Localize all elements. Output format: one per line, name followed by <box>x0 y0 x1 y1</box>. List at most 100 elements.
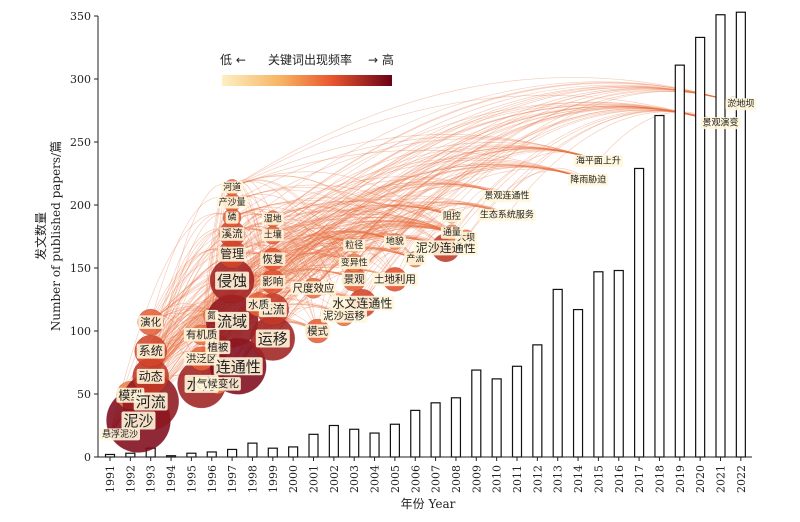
keyword-link <box>353 166 589 264</box>
keyword-label-bg <box>260 275 286 289</box>
keyword-link <box>353 147 599 246</box>
legend-title: 关键词出现频率 <box>268 52 352 67</box>
keyword-link <box>231 164 589 322</box>
x-tick-label: 2015 <box>592 465 605 493</box>
keyword-label: 溪流 <box>222 227 243 240</box>
keyword-label: 产流 <box>406 253 424 265</box>
keyword-label: 水文连通性 <box>332 295 392 310</box>
keyword-label: 降雨胁迫 <box>570 173 606 185</box>
bar-2013 <box>552 288 563 458</box>
keyword-link <box>150 249 273 323</box>
keyword-link <box>150 228 273 352</box>
keyword-link <box>272 162 589 260</box>
keyword-link <box>150 220 467 323</box>
keyword-link <box>353 204 507 280</box>
keyword-link <box>353 219 453 246</box>
keyword-label: 恢复 <box>262 252 283 265</box>
keyword-link <box>353 106 721 246</box>
keyword-label: 尺度效应 <box>293 281 335 294</box>
keyword-link <box>231 217 453 281</box>
y-tick-label: 50 <box>77 388 91 401</box>
keyword-link <box>231 149 589 188</box>
keyword-link <box>150 227 273 323</box>
keyword-label: 景观连通性 <box>484 190 529 202</box>
keyword-link <box>231 193 355 280</box>
keyword-link <box>237 148 599 367</box>
keyword-link <box>506 110 721 197</box>
keyword-label-bg <box>371 272 418 287</box>
bar-2011 <box>511 365 523 458</box>
bar-2008 <box>450 397 462 458</box>
keyword-label-bg <box>218 246 247 262</box>
keyword-link <box>231 202 396 242</box>
bar-2010 <box>491 378 502 458</box>
keyword-label: 泥沙运移 <box>323 309 365 322</box>
keyword-link <box>231 175 396 242</box>
keyword-link <box>217 106 721 348</box>
keyword-label: 通量 <box>443 227 461 238</box>
legend-high-label: → 高 <box>368 52 394 67</box>
x-tick-label: 2019 <box>674 465 687 493</box>
y-tick-label: 100 <box>70 325 91 338</box>
x-tick-label: 2017 <box>633 465 646 493</box>
keyword-label: 植被 <box>207 341 228 354</box>
keyword-label-bg <box>261 212 284 225</box>
bar-1998 <box>247 442 258 458</box>
keyword-link <box>353 108 721 280</box>
keyword-label-bg <box>477 209 536 222</box>
keyword-link <box>231 184 453 234</box>
keyword-link <box>394 185 508 242</box>
keyword-link <box>272 204 453 283</box>
y-tick-label: 200 <box>70 199 91 212</box>
keyword-link <box>231 221 355 264</box>
keyword-label: 影响 <box>262 275 283 288</box>
keyword-label-bg <box>255 329 290 348</box>
keyword-label-bg <box>440 226 463 239</box>
x-tick-label: 2006 <box>409 465 422 493</box>
keyword-link <box>272 233 446 283</box>
keyword-link <box>150 230 446 323</box>
x-tick-label: 2018 <box>653 465 666 493</box>
keyword-link <box>231 175 416 260</box>
bar-series <box>104 11 746 458</box>
keyword-label-bg <box>413 240 478 256</box>
keyword-label-bg <box>183 351 220 366</box>
keyword-link <box>231 197 467 239</box>
bar-1997 <box>227 448 238 458</box>
keyword-link <box>313 203 507 289</box>
keyword-label-bg <box>573 154 623 167</box>
x-tick-label: 2010 <box>491 465 504 493</box>
keyword-link <box>231 77 741 188</box>
keyword-link <box>237 88 741 367</box>
keyword-link <box>201 146 599 359</box>
keyword-link <box>272 216 453 260</box>
keyword-link <box>150 212 273 352</box>
keyword-link <box>272 200 453 234</box>
keyword-link <box>231 216 467 255</box>
keyword-link <box>130 183 507 396</box>
x-tick-label: 2011 <box>511 465 524 493</box>
bar-2002 <box>328 424 339 458</box>
keyword-link <box>231 199 453 255</box>
keyword-label: 系统 <box>139 344 163 358</box>
keyword-link <box>353 165 589 246</box>
keyword-link <box>109 213 233 435</box>
bar-2019 <box>674 64 685 458</box>
keyword-label: 景观演变 <box>702 117 738 129</box>
keyword-label: 气候变化 <box>197 377 239 390</box>
x-tick-label: 2004 <box>369 465 382 493</box>
keyword-label: 粒径 <box>345 239 363 251</box>
keyword-link <box>272 219 453 283</box>
bar-2006 <box>410 409 421 458</box>
y-tick-label: 150 <box>70 262 91 275</box>
x-tick-label: 1994 <box>165 465 178 493</box>
keyword-link <box>109 201 507 435</box>
y-tick-label: 350 <box>70 10 91 23</box>
keyword-link <box>130 104 721 396</box>
keyword-label-bg <box>121 411 156 430</box>
x-tick-label: 1998 <box>246 465 259 493</box>
keyword-link <box>231 200 446 249</box>
x-tick-label: 1993 <box>145 465 158 493</box>
keyword-link <box>272 183 507 283</box>
keyword-link <box>231 134 599 188</box>
